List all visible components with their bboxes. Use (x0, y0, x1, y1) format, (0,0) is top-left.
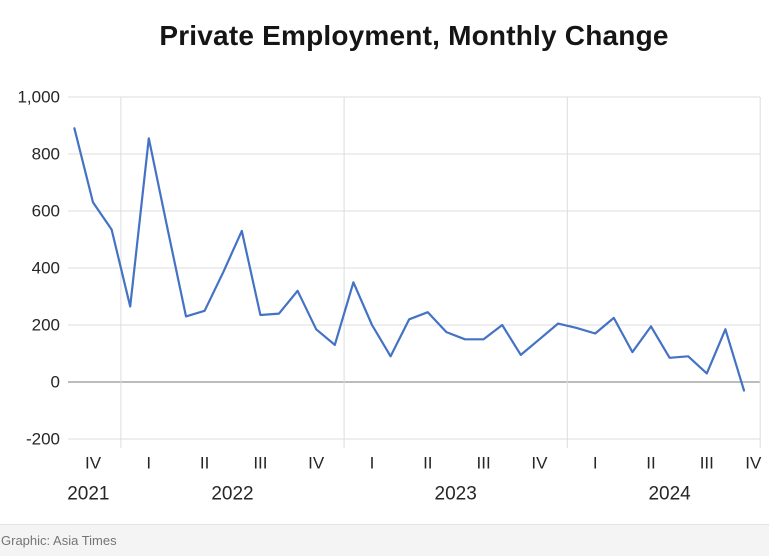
quarter-tick-label: II (200, 454, 209, 473)
year-label: 2021 (67, 484, 109, 505)
employment-line (73, 127, 746, 392)
year-label: 2024 (648, 484, 691, 505)
quarter-tick-label: I (593, 454, 598, 473)
quarter-tick-label: I (146, 454, 151, 473)
quarter-tick-label: III (700, 454, 714, 473)
quarter-tick-label: III (253, 454, 267, 473)
quarter-tick-label: II (646, 454, 655, 473)
y-tick-label: 800 (32, 145, 60, 164)
y-tick-label: 200 (32, 316, 60, 335)
y-tick-label: 600 (32, 202, 60, 221)
year-label: 2023 (435, 484, 477, 505)
y-tick-label: 1,000 (17, 88, 60, 107)
chart-title: Private Employment, Monthly Change (159, 20, 669, 51)
y-tick-label: 400 (32, 259, 60, 278)
year-label: 2022 (211, 484, 253, 505)
quarter-tick-label: IV (531, 454, 548, 473)
quarter-tick-label: IV (745, 454, 762, 473)
quarter-tick-label: IV (308, 454, 325, 473)
quarter-tick-label: II (423, 454, 432, 473)
attribution-text: Graphic: Asia Times (1, 533, 117, 548)
quarter-tick-label: III (477, 454, 491, 473)
quarter-tick-label: I (370, 454, 375, 473)
attribution-bar: Graphic: Asia Times (0, 524, 769, 556)
quarter-tick-label: IV (85, 454, 102, 473)
y-tick-label: 0 (51, 373, 60, 392)
y-tick-label: -200 (26, 430, 60, 449)
